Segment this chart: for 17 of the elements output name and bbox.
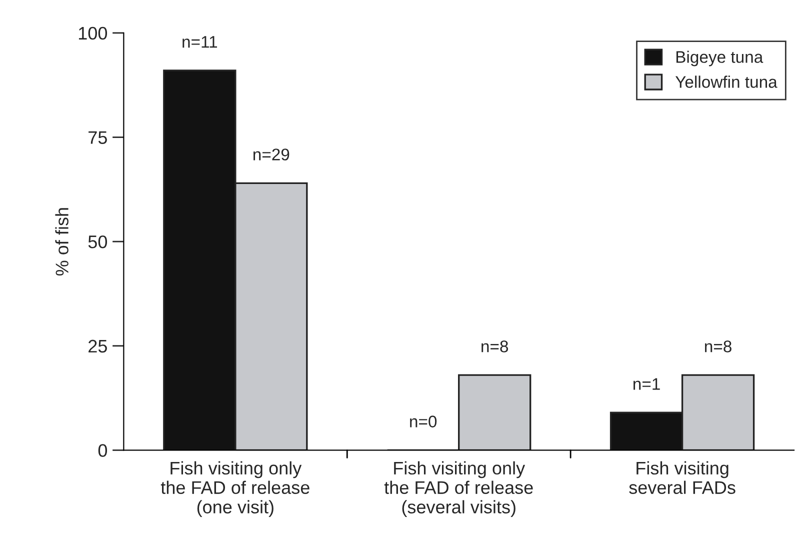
annotation: n=8: [705, 340, 732, 352]
y-tick-label: 25: [88, 340, 107, 353]
annotation: n=29: [254, 148, 290, 160]
y-tick-label: 0: [98, 444, 108, 457]
annotation: n=1: [634, 378, 660, 390]
x-tick-label: Fish visiting several FADs: [629, 461, 736, 494]
y-tick-label: 100: [78, 26, 108, 40]
legend-label: Bigeye tuna: [676, 50, 764, 66]
y-tick-label: 50: [88, 235, 108, 248]
y-tick-label: 75: [88, 131, 107, 144]
x-tick-label: Fish visiting only the FAD of release (several visits): [384, 461, 533, 518]
y-axis-title: % of fish: [55, 208, 68, 276]
annotation: n=11: [182, 36, 218, 48]
x-tick-label: Fish visiting only the FAD of release (one visit): [160, 461, 310, 518]
legend-label: Yellowfin tuna: [675, 76, 778, 88]
annotation: n=8: [482, 340, 508, 352]
annotation: n=0: [410, 416, 437, 428]
